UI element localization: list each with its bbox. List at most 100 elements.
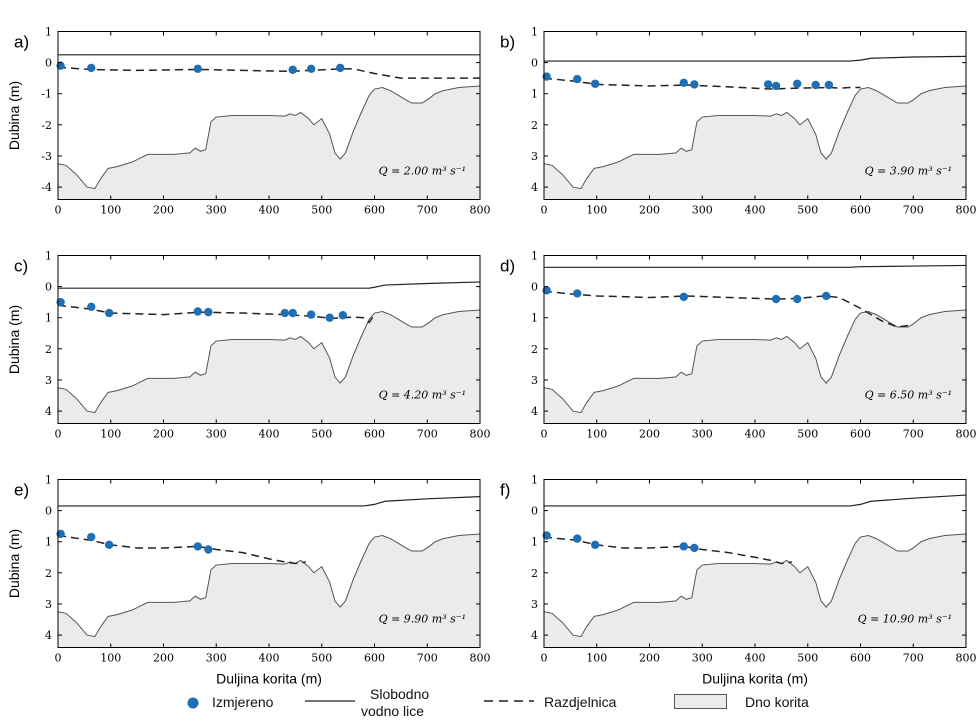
legend-bed-swatch — [674, 694, 727, 709]
x-tick-label: 0 — [55, 204, 62, 217]
y-tick-label: 4 — [531, 181, 538, 194]
measured-point — [771, 294, 781, 304]
y-tick-label: 1 — [531, 88, 538, 101]
panel-label: a) — [14, 33, 29, 52]
x-tick-label: 600 — [364, 204, 385, 217]
x-tick-label: 100 — [586, 204, 607, 217]
water-surface-line — [544, 55, 966, 62]
x-tick-label: 800 — [956, 204, 977, 217]
measured-point — [325, 313, 334, 322]
x-tick-label: 600 — [364, 428, 385, 441]
measured-point — [690, 543, 699, 553]
measured-point — [56, 61, 65, 70]
panel-label: c) — [14, 257, 28, 276]
x-tick-label: 200 — [153, 652, 174, 665]
measured-point — [679, 292, 688, 302]
x-tick-label: 400 — [745, 652, 766, 665]
x-tick-label: 700 — [903, 204, 924, 217]
x-tick-label: 300 — [692, 428, 713, 441]
measured-point — [590, 540, 600, 550]
x-tick-label: 300 — [206, 428, 227, 441]
x-tick-label: 400 — [745, 204, 766, 217]
panel-e: 0 100 200 300 400 500 600 700 800 1 0 1 2 3 4 e) Dubina … — [6, 474, 491, 687]
separation-line — [58, 66, 480, 79]
y-tick-label: 4 — [531, 629, 538, 642]
x-tick-label: 800 — [956, 428, 977, 441]
measured-point — [679, 542, 688, 551]
y-tick-label: 4 — [531, 405, 538, 418]
bed-area — [58, 309, 480, 424]
y-tick-label: 2 — [531, 343, 538, 356]
measured-point — [338, 311, 348, 320]
discharge-label: Q = 3.90 m³ s⁻¹ — [865, 165, 952, 178]
panel-b: 0 100 200 300 400 500 600 700 800 1 0 1 2 3 4 b) Q = 3.9… — [500, 26, 977, 217]
x-tick-label: 500 — [311, 428, 332, 441]
x-tick-label: 100 — [100, 652, 121, 665]
x-tick-label: 800 — [470, 428, 491, 441]
x-tick-label: 100 — [586, 428, 607, 441]
y-axis-label: Dubina (m) — [6, 81, 22, 150]
measured-point — [307, 64, 316, 74]
x-tick-label: 0 — [55, 652, 62, 665]
x-tick-label: 300 — [692, 204, 713, 217]
x-tick-label: 200 — [639, 428, 660, 441]
x-tick-label: 100 — [100, 204, 121, 217]
legend-water-surface-line — [305, 700, 355, 702]
measured-point — [280, 308, 290, 318]
measured-point — [87, 63, 96, 73]
measured-point — [104, 540, 114, 550]
x-tick-label: 700 — [417, 652, 438, 665]
bed-line — [58, 309, 480, 414]
measured-point — [288, 308, 297, 318]
measured-point — [204, 545, 213, 554]
x-tick-label: 500 — [797, 652, 818, 665]
measured-point — [104, 308, 114, 318]
y-tick-label: -1 — [41, 88, 52, 101]
discharge-label: Q = 6.50 m³ s⁻¹ — [865, 389, 952, 402]
water-surface-line — [58, 281, 480, 289]
y-tick-label: 0 — [531, 57, 538, 70]
y-tick-label: 2 — [45, 343, 52, 356]
x-tick-label: 600 — [850, 652, 871, 665]
bed-area — [58, 533, 480, 648]
measured-point — [679, 78, 688, 88]
bed-line — [544, 309, 966, 414]
x-tick-label: 0 — [541, 652, 548, 665]
x-tick-label: 400 — [259, 652, 280, 665]
x-tick-label: 600 — [850, 204, 871, 217]
measured-point — [542, 286, 551, 295]
bed-line — [544, 85, 966, 190]
x-tick-label: 600 — [364, 652, 385, 665]
y-tick-label: 2 — [531, 567, 538, 580]
y-tick-label: 1 — [45, 312, 52, 325]
measured-point — [87, 532, 96, 542]
y-tick-label: 3 — [531, 374, 538, 387]
y-tick-label: 0 — [45, 57, 52, 70]
y-axis-label: Dubina (m) — [6, 529, 22, 598]
measured-point — [87, 302, 96, 312]
x-tick-label: 400 — [259, 204, 280, 217]
measured-point — [204, 307, 213, 317]
y-tick-label: 2 — [531, 119, 538, 132]
legend-water-surface-label-line2: vodno lice — [361, 703, 425, 719]
x-tick-label: 100 — [586, 652, 607, 665]
water-surface-line — [544, 494, 966, 507]
measured-point — [811, 80, 820, 90]
measured-point — [573, 74, 582, 84]
y-tick-label: 0 — [45, 281, 52, 294]
measured-point — [763, 80, 773, 89]
y-tick-label: 3 — [45, 598, 52, 611]
water-surface-line — [58, 496, 480, 507]
y-tick-label: -3 — [41, 150, 52, 163]
y-tick-label: 1 — [531, 474, 538, 487]
measured-point — [771, 81, 781, 91]
separation-line — [544, 536, 793, 565]
bed-area — [58, 85, 480, 200]
y-tick-label: 0 — [531, 505, 538, 518]
panel-a: 0 100 200 300 400 500 600 700 800 1 0 -1 -2 -3 -4 a) Dub… — [6, 26, 491, 217]
measured-point — [824, 80, 834, 90]
panel-d: 0 100 200 300 400 500 600 700 800 1 0 1 2 3 4 d) Q = 6.5… — [500, 250, 977, 441]
x-axis-label: Duljina korita (m) — [702, 671, 808, 687]
x-tick-label: 600 — [850, 428, 871, 441]
